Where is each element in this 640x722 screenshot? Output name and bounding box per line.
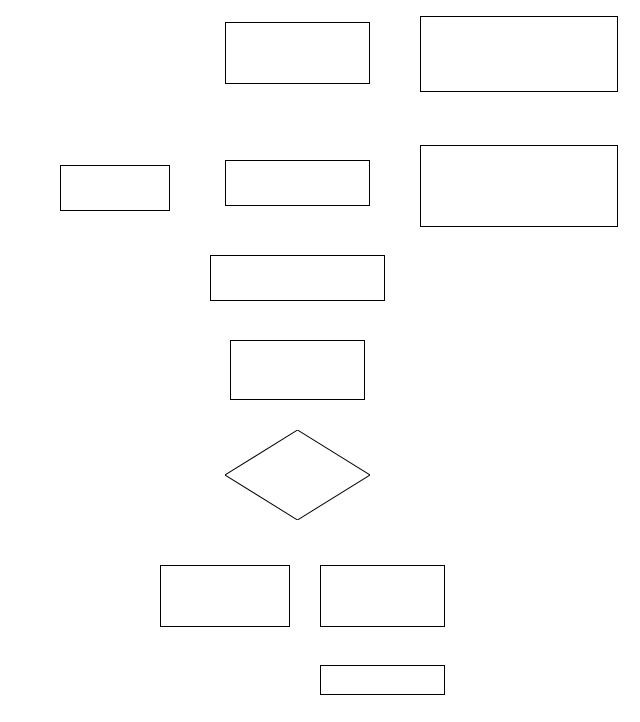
node-reapply bbox=[60, 165, 170, 211]
info-materials bbox=[420, 16, 618, 92]
node-archive bbox=[320, 665, 445, 695]
node-fail bbox=[160, 565, 290, 627]
info-window bbox=[420, 145, 618, 227]
node-apply bbox=[225, 22, 370, 84]
node-pass bbox=[320, 565, 445, 627]
node-decision bbox=[225, 430, 370, 520]
node-inspect bbox=[230, 340, 365, 400]
node-accept bbox=[225, 160, 370, 206]
node-voucher bbox=[210, 255, 385, 301]
